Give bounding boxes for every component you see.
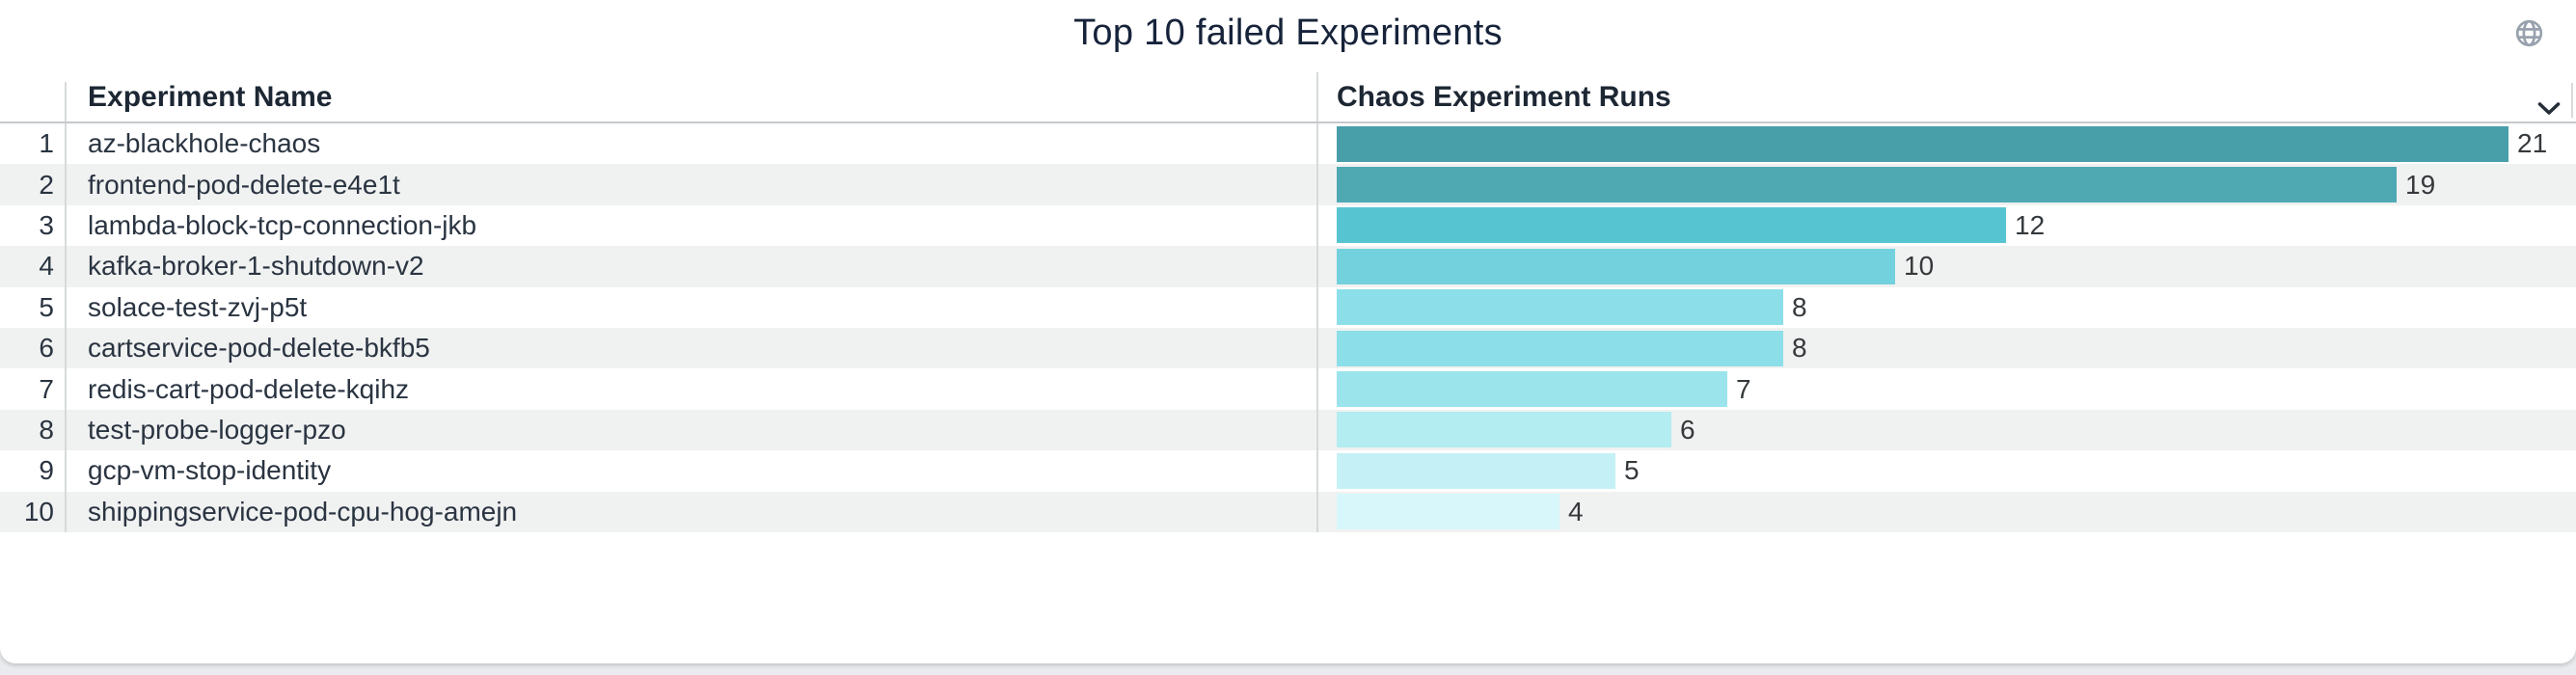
runs-value-label: 6 — [1680, 414, 1695, 445]
experiment-name: solace-test-zvj-p5t — [88, 291, 308, 322]
runs-bar-cell: 4 — [1316, 491, 2576, 532]
experiment-name-column-header: Experiment Name — [88, 80, 333, 113]
runs-bar-cell: 8 — [1316, 286, 2576, 328]
row-rank: 7 — [0, 368, 67, 410]
experiment-name: shippingservice-pod-cpu-hog-amejn — [88, 496, 518, 526]
row-rank: 8 — [0, 409, 67, 451]
runs-bar-cell: 10 — [1316, 246, 2576, 287]
runs-bar — [1337, 248, 1895, 284]
runs-bar — [1337, 412, 1671, 448]
runs-value-label: 5 — [1624, 455, 1640, 486]
runs-bar — [1337, 494, 1559, 530]
chevron-down-icon[interactable] — [2537, 91, 2561, 123]
row-rank: 1 — [0, 123, 67, 165]
chaos-runs-column-header: Chaos Experiment Runs — [1316, 72, 2576, 122]
row-rank: 9 — [0, 450, 67, 492]
runs-bar — [1337, 207, 2006, 244]
table-row: 9 gcp-vm-stop-identity 5 — [0, 450, 2576, 492]
runs-value-label: 7 — [1736, 373, 1751, 404]
row-rank: 5 — [0, 286, 67, 328]
experiment-name: lambda-block-tcp-connection-jkb — [88, 209, 477, 240]
table-row: 10 shippingservice-pod-cpu-hog-amejn 4 — [0, 491, 2576, 532]
runs-value-label: 21 — [2517, 128, 2548, 159]
runs-bar-cell: 5 — [1316, 450, 2576, 492]
runs-bar — [1337, 371, 1727, 408]
table-row: 3 lambda-block-tcp-connection-jkb 12 — [0, 204, 2576, 247]
runs-bar-cell: 12 — [1316, 204, 2576, 247]
runs-value-label: 12 — [2015, 209, 2046, 240]
table-row: 1 az-blackhole-chaos 21 — [0, 123, 2576, 165]
table-body: 1 az-blackhole-chaos 21 2 frontend-pod-d… — [0, 123, 2576, 532]
runs-value-label: 10 — [1904, 251, 1935, 282]
runs-value-label: 8 — [1792, 333, 1807, 364]
experiment-name: frontend-pod-delete-e4e1t — [88, 169, 400, 200]
table-row: 8 test-probe-logger-pzo 6 — [0, 409, 2576, 451]
runs-bar-cell: 7 — [1316, 368, 2576, 410]
globe-icon[interactable] — [2514, 18, 2544, 48]
row-rank: 4 — [0, 246, 67, 287]
experiment-name: az-blackhole-chaos — [88, 128, 321, 159]
table-row: 6 cartservice-pod-delete-bkfb5 8 — [0, 327, 2576, 369]
runs-value-label: 4 — [1568, 496, 1584, 526]
header-divider — [2571, 83, 2573, 118]
table-row: 7 redis-cart-pod-delete-kqihz 7 — [0, 368, 2576, 410]
runs-bar — [1337, 167, 2397, 203]
experiment-name: test-probe-logger-pzo — [88, 414, 346, 445]
page-title: Top 10 failed Experiments — [1073, 13, 1503, 53]
experiment-name: redis-cart-pod-delete-kqihz — [88, 373, 410, 404]
runs-bar — [1337, 125, 2508, 162]
row-rank: 10 — [0, 491, 67, 532]
experiment-name: gcp-vm-stop-identity — [88, 455, 332, 486]
runs-bar — [1337, 289, 1783, 326]
runs-value-label: 8 — [1792, 291, 1807, 322]
runs-bar-cell: 8 — [1316, 327, 2576, 369]
row-rank: 3 — [0, 204, 67, 247]
table-row: 2 frontend-pod-delete-e4e1t 19 — [0, 164, 2576, 205]
widget-title-row: Top 10 failed Experiments — [0, 0, 2576, 72]
rank-column-header — [0, 82, 67, 122]
row-rank: 2 — [0, 164, 67, 205]
table-header-row: Experiment Name Chaos Experiment Runs — [0, 72, 2576, 123]
runs-bar-cell: 21 — [1316, 123, 2576, 165]
experiment-name: kafka-broker-1-shutdown-v2 — [88, 251, 424, 282]
runs-value-label: 19 — [2405, 169, 2436, 200]
runs-bar-cell: 6 — [1316, 409, 2576, 451]
chaos-runs-column-label: Chaos Experiment Runs — [1337, 80, 1671, 113]
runs-bar-cell: 19 — [1316, 164, 2576, 205]
table-row: 5 solace-test-zvj-p5t 8 — [0, 286, 2576, 328]
experiment-name: cartservice-pod-delete-bkfb5 — [88, 333, 430, 364]
table-row: 4 kafka-broker-1-shutdown-v2 10 — [0, 246, 2576, 287]
runs-bar — [1337, 452, 1615, 489]
row-rank: 6 — [0, 327, 67, 369]
runs-bar — [1337, 330, 1783, 366]
